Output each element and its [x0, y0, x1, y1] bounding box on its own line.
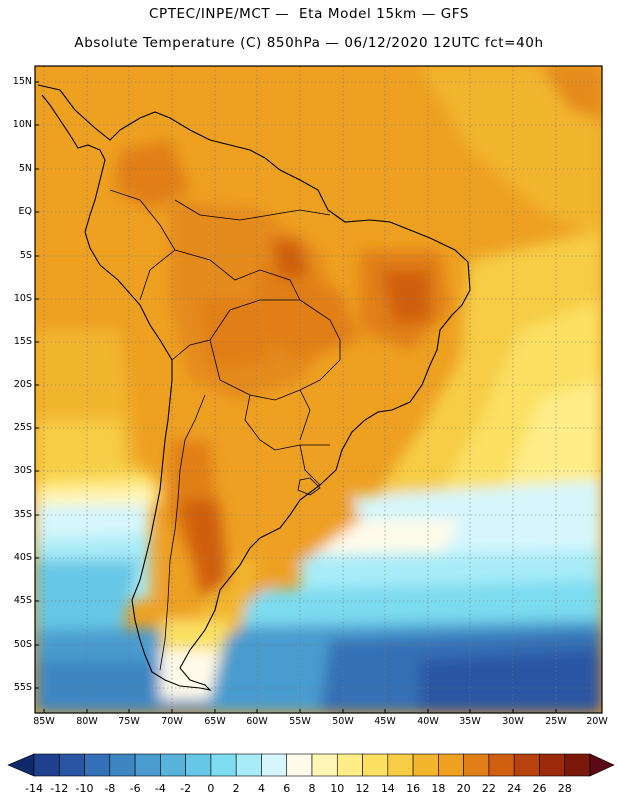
colorbar-swatch	[185, 753, 212, 777]
lat-label: EQ	[18, 206, 32, 217]
colorbar-label: 12	[355, 782, 370, 795]
colorbar-swatch	[210, 753, 237, 777]
lat-lon-grid	[35, 66, 602, 713]
colorbar-swatch	[311, 753, 338, 777]
map-subtitle: Absolute Temperature (C) 850hPa — 06/12/…	[74, 35, 544, 51]
temperature-field	[35, 66, 602, 713]
lat-label: 5N	[18, 163, 32, 174]
map-frame	[34, 65, 603, 714]
colorbar-label: 20	[456, 782, 471, 795]
lat-label: 45S	[13, 595, 32, 606]
colorbar-swatch	[58, 753, 85, 777]
colorbar-label: 0	[207, 782, 215, 795]
colorbar-label: 18	[431, 782, 446, 795]
colorbar-swatch	[160, 753, 186, 777]
lon-label: 60W	[246, 716, 268, 727]
lon-label: 45W	[374, 716, 396, 727]
lat-label: 20S	[13, 379, 32, 390]
lat-label: 35S	[13, 509, 32, 520]
colorbar-label: 8	[308, 782, 316, 795]
lon-label: 75W	[118, 716, 140, 727]
lat-label: 30S	[13, 465, 32, 476]
colorbar-swatch	[412, 753, 439, 777]
colorbar-label: -12	[50, 782, 69, 795]
colorbar-swatch	[564, 753, 591, 777]
colorbar-label: 2	[232, 782, 240, 795]
colorbar-swatch	[109, 753, 136, 777]
colorbar-label: 26	[532, 782, 547, 795]
colorbar-swatch	[235, 753, 262, 777]
axis-ticks	[35, 81, 557, 713]
colorbar-max-arrow	[589, 753, 615, 777]
colorbar-swatch	[463, 753, 490, 777]
lon-label: 50W	[332, 716, 354, 727]
lat-label: 10N	[12, 119, 32, 130]
lat-label: 15S	[13, 336, 32, 347]
colorbar-label: 14	[380, 782, 395, 795]
colorbar-swatch	[387, 753, 414, 777]
colorbar-label: -8	[104, 782, 116, 795]
colorbar-label: -4	[154, 782, 166, 795]
lon-label: 70W	[161, 716, 183, 727]
colorbar-label: 28	[557, 782, 572, 795]
colorbar-label: -10	[75, 782, 94, 795]
colorbar-swatch	[539, 753, 566, 777]
colorbar-swatch	[134, 753, 161, 777]
lat-label: 15N	[12, 76, 32, 87]
colorbar-swatch	[84, 753, 111, 777]
colorbar-swatch	[488, 753, 515, 777]
country-borders	[109, 189, 341, 671]
lon-label: 25W	[545, 716, 567, 727]
colorbar-label: -6	[129, 782, 141, 795]
colorbar-label: 16	[406, 782, 421, 795]
colorbar	[7, 753, 615, 777]
colorbar-swatch	[362, 753, 389, 777]
lon-label: 55W	[289, 716, 311, 727]
colorbar-label: -2	[180, 782, 192, 795]
lon-label: 35W	[459, 716, 481, 727]
colorbar-swatch	[438, 753, 464, 777]
colorbar-label: 24	[507, 782, 522, 795]
colorbar-label: 22	[481, 782, 496, 795]
lon-label: 30W	[502, 716, 524, 727]
lon-label: 65W	[204, 716, 226, 727]
colorbar-label: 4	[257, 782, 265, 795]
lat-label: 10S	[13, 293, 32, 304]
south-america-coastline	[37, 84, 471, 691]
colorbar-label: 6	[283, 782, 291, 795]
colorbar-swatch	[33, 753, 60, 777]
lat-label: 40S	[13, 552, 32, 563]
lon-label: 40W	[417, 716, 439, 727]
lat-label: 55S	[13, 682, 32, 693]
colorbar-label: 10	[330, 782, 345, 795]
colorbar-swatch	[261, 753, 288, 777]
colorbar-swatch	[286, 753, 313, 777]
lat-label: 25S	[13, 422, 32, 433]
colorbar-swatch	[336, 753, 363, 777]
lon-label: 80W	[76, 716, 98, 727]
lat-label: 5S	[19, 250, 32, 261]
lat-label: 50S	[13, 639, 32, 650]
colorbar-swatch	[513, 753, 540, 777]
colorbar-label: -14	[25, 782, 43, 795]
lon-label: 85W	[33, 716, 55, 727]
lon-label: 20W	[586, 716, 608, 727]
map-title: CPTEC/INPE/MCT — Eta Model 15km — GFS	[148, 6, 470, 22]
colorbar-min-arrow	[7, 753, 35, 777]
